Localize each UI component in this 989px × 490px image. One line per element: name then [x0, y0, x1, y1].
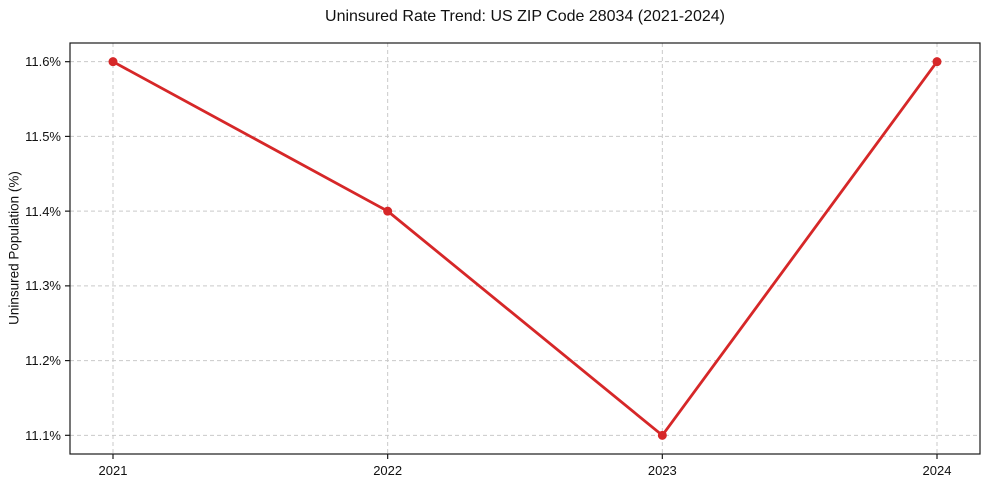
x-tick-label: 2021 [98, 463, 128, 478]
data-point-marker [657, 430, 667, 440]
chart-title: Uninsured Rate Trend: US ZIP Code 28034 … [325, 8, 725, 25]
x-tick-label: 2023 [647, 463, 677, 478]
y-tick-label: 11.1% [25, 427, 61, 443]
data-point-marker [383, 206, 393, 216]
y-tick-label: 11.3% [25, 278, 61, 294]
x-tick-label: 2024 [922, 463, 952, 478]
y-tick-label: 11.2% [25, 353, 61, 369]
y-tick-label: 11.6% [25, 54, 61, 70]
y-tick-label: 11.5% [25, 128, 61, 144]
data-point-marker [932, 57, 942, 67]
axes-spines [69, 42, 981, 455]
x-tick-label: 2022 [373, 463, 403, 478]
y-tick-label: 11.4% [25, 203, 61, 219]
data-point-marker [108, 57, 118, 67]
trend-line [111, 60, 939, 437]
